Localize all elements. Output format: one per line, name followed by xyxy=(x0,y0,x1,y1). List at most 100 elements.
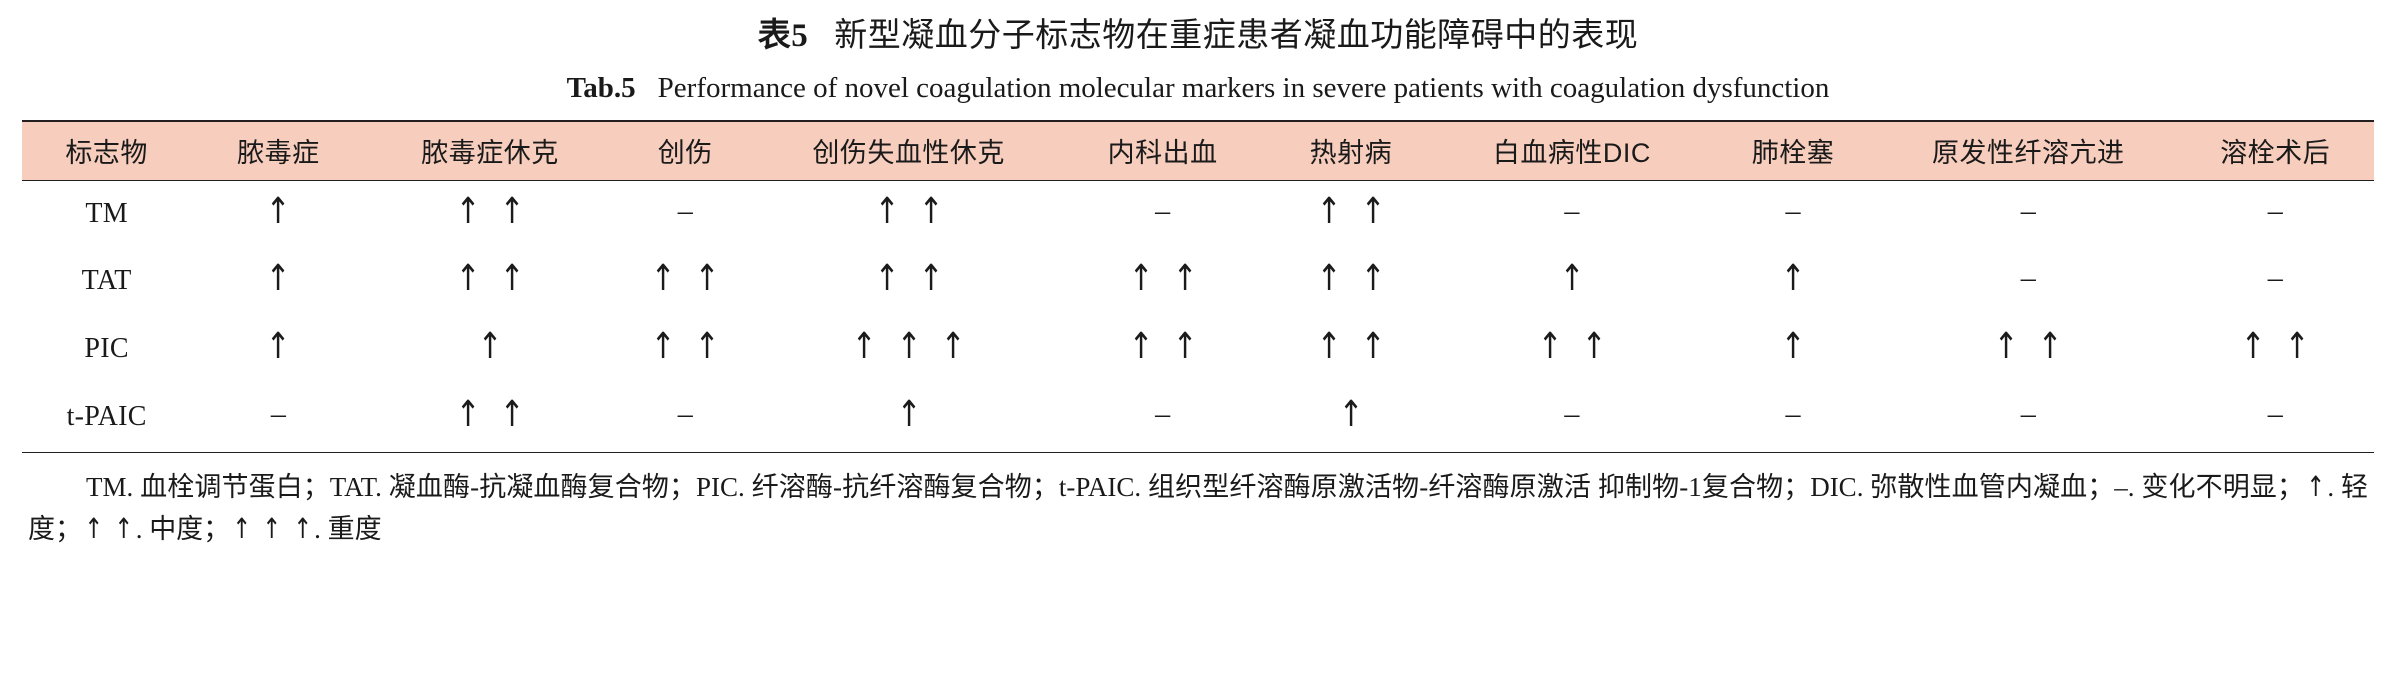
marker-name-cell: TAT xyxy=(81,265,132,297)
no-change-dash-icon: – xyxy=(270,397,286,431)
up-arrow-icon: ↑ xyxy=(114,512,134,546)
up-arrow-group: ↑ ↑ xyxy=(2238,326,2312,368)
up-arrow-icon: ↑ xyxy=(1316,326,1342,368)
table-container: 标志物 脓毒症 脓毒症休克 创伤 创伤失血性休克 内科出血 热射病 白血病性DI… xyxy=(22,119,2374,453)
up-arrow-group: ↑ ↑ xyxy=(453,394,527,436)
up-arrow-icon: ↑ xyxy=(650,326,676,368)
table-row: PIC ↑ ↑ ↑ ↑ ↑ ↑ ↑ ↑ ↑ ↑ ↑ ↑ ↑ ↑ ↑ ↑ ↑ ↑ xyxy=(22,316,2374,384)
no-change-dash-icon: – xyxy=(677,193,693,227)
no-change-dash-icon: – xyxy=(2020,261,2036,295)
up-arrow-group: ↑ xyxy=(1778,326,1808,368)
up-arrow-group: ↑ ↑ ↑ xyxy=(849,326,968,368)
up-arrow-group: ↑ ↑ xyxy=(1535,326,1609,368)
up-arrow-icon: ↑ xyxy=(499,190,525,232)
up-arrow-icon: ↑ xyxy=(1993,326,2019,368)
up-arrow-icon: ↑ xyxy=(694,326,720,368)
up-arrow-group: ↑ xyxy=(894,394,924,436)
up-arrow-group: ↑ xyxy=(475,326,505,368)
marker-value-cell: – xyxy=(2176,180,2374,248)
no-change-dash-icon: – xyxy=(1564,193,1580,227)
up-arrow-icon: ↑ xyxy=(477,326,503,368)
marker-name-cell: TM xyxy=(85,197,128,229)
column-header-post-thrombolysis: 溶栓术后 xyxy=(2176,119,2374,181)
up-arrow-icon: ↑ xyxy=(1780,258,1806,300)
column-header-medical-bleeding: 内科出血 xyxy=(1061,119,1264,181)
table-head: 标志物 脓毒症 脓毒症休克 创伤 创伤失血性休克 内科出血 热射病 白血病性DI… xyxy=(22,119,2374,181)
up-arrow-group: ↑ ↑ xyxy=(648,258,722,300)
up-arrow-icon: ↑ xyxy=(265,326,291,368)
marker-name-cell: t-PAIC xyxy=(22,384,192,453)
no-change-dash-icon: – xyxy=(2020,193,2036,227)
chinese-caption: 表5 新型凝血分子标志物在重症患者凝血功能障碍中的表现 xyxy=(22,6,2374,57)
marker-value-cell: – xyxy=(1705,384,1881,453)
marker-value-cell: ↑ ↑ ↑ xyxy=(756,316,1062,384)
up-arrow-icon: ↑ xyxy=(694,258,720,300)
marker-value-cell: – xyxy=(1706,180,1880,248)
coagulation-marker-table: 标志物 脓毒症 脓毒症休克 创伤 创伤失血性休克 内科出血 热射病 白血病性DI… xyxy=(22,119,2374,453)
up-arrow-icon: ↑ xyxy=(940,326,966,368)
up-arrow-group: ↑ xyxy=(263,326,293,368)
up-arrow-icon: ↑ xyxy=(1172,326,1198,368)
up-arrow-icon: ↑ xyxy=(650,258,676,300)
up-arrow-icon: ↑ xyxy=(2284,326,2310,368)
up-arrow-icon: ↑ xyxy=(455,394,481,436)
table-row: t-PAIC – ↑ ↑ – ↑ – ↑ – – – – xyxy=(22,384,2374,453)
marker-value-cell: ↑ xyxy=(755,384,1062,453)
table-body: TM ↑ ↑ ↑ – ↑ ↑ – ↑ ↑ – – – – TAT ↑ ↑ ↑ ↑ ↑ ↑ ↑ ↑ ↑ ↑ ↑ ↑ ↑ – – PIC ↑ ↑ ↑ ↑… xyxy=(22,180,2374,453)
no-change-dash-icon: – xyxy=(677,397,693,431)
marker-value-cell: – xyxy=(191,384,366,453)
chinese-caption-text: 新型凝血分子标志物在重症患者凝血功能障碍中的表现 xyxy=(834,16,1639,53)
no-change-dash-icon: – xyxy=(2020,397,2036,431)
marker-value-cell: – xyxy=(2176,384,2374,453)
table-row: TAT ↑ ↑ ↑ ↑ ↑ ↑ ↑ ↑ ↑ ↑ ↑ ↑ ↑ – – xyxy=(22,248,2374,316)
marker-value-cell: – xyxy=(1061,384,1264,453)
up-arrow-icon: ↑ xyxy=(896,394,922,436)
up-arrow-icon: ↑ xyxy=(852,326,877,368)
marker-name-cell: PIC xyxy=(84,333,129,365)
english-caption: Tab.5 Performance of novel coagulation mo… xyxy=(22,70,2374,108)
column-header-sepsis: 脓毒症 xyxy=(191,119,366,181)
up-arrow-icon: ↑ xyxy=(918,190,944,232)
marker-value-cell: ↑ ↑ xyxy=(1062,316,1264,384)
up-arrow-icon: ↑ xyxy=(1780,326,1806,368)
english-caption-number: Tab.5 xyxy=(566,72,636,105)
up-arrow-icon: ↑ xyxy=(499,394,525,436)
marker-value-cell: ↑ ↑ xyxy=(365,384,615,453)
marker-value-cell: ↑ ↑ xyxy=(365,180,614,248)
marker-value-cell: ↑ ↑ xyxy=(756,180,1062,248)
up-arrow-icon: ↑ xyxy=(1537,326,1563,368)
marker-value-cell: – xyxy=(2176,248,2374,316)
marker-value-cell: – xyxy=(1062,180,1264,248)
up-arrow-icon: ↑ xyxy=(1128,258,1153,300)
up-arrow-group: ↑ xyxy=(263,258,293,300)
no-change-dash-icon: – xyxy=(2267,193,2283,227)
column-header-pulmonary-embolism: 肺栓塞 xyxy=(1705,119,1881,181)
no-change-dash-icon: – xyxy=(1155,193,1171,227)
no-change-dash-icon: – xyxy=(1785,193,1801,227)
column-header-heat-stroke: 热射病 xyxy=(1263,119,1438,181)
up-arrow-group: ↑ xyxy=(263,193,293,229)
marker-value-cell: ↑ xyxy=(191,316,365,384)
no-change-dash-icon: – xyxy=(1564,397,1580,431)
marker-value-cell: ↑ xyxy=(1706,248,1880,316)
up-arrow-icon: ↑ xyxy=(265,258,291,300)
up-arrow-group: ↑ ↑ xyxy=(1314,326,1388,368)
footnote-line-2: 抑制物-1复合物；DIC. 弥散性血管内凝血；–. 变化不明显；↑. 轻度；↑ … xyxy=(28,470,2368,546)
footnote-line-1: TM. 血栓调节蛋白；TAT. 凝血酶-抗凝血酶复合物；PIC. 纤溶酶-抗纤溶… xyxy=(86,471,1592,502)
up-arrow-icon: ↑ xyxy=(1581,326,1607,368)
column-header-trauma: 创伤 xyxy=(614,119,756,181)
up-arrow-icon: ↑ xyxy=(262,512,282,546)
up-arrow-icon: ↑ xyxy=(1360,258,1386,300)
up-arrow-group: ↑ ↑ xyxy=(453,190,527,232)
marker-value-cell: – xyxy=(1880,384,2177,453)
up-arrow-icon: ↑ xyxy=(918,258,944,300)
up-arrow-icon: ↑ xyxy=(1172,258,1198,300)
marker-value-cell: – xyxy=(615,180,756,248)
english-caption-text: Performance of novel coagulation molecul… xyxy=(657,72,1830,105)
marker-value-cell: ↑ xyxy=(191,180,365,248)
up-arrow-icon: ↑ xyxy=(1316,190,1342,232)
marker-value-cell: ↑ xyxy=(365,316,614,384)
up-arrow-group: ↑ xyxy=(1336,397,1366,433)
no-change-dash-icon: – xyxy=(1155,397,1171,431)
